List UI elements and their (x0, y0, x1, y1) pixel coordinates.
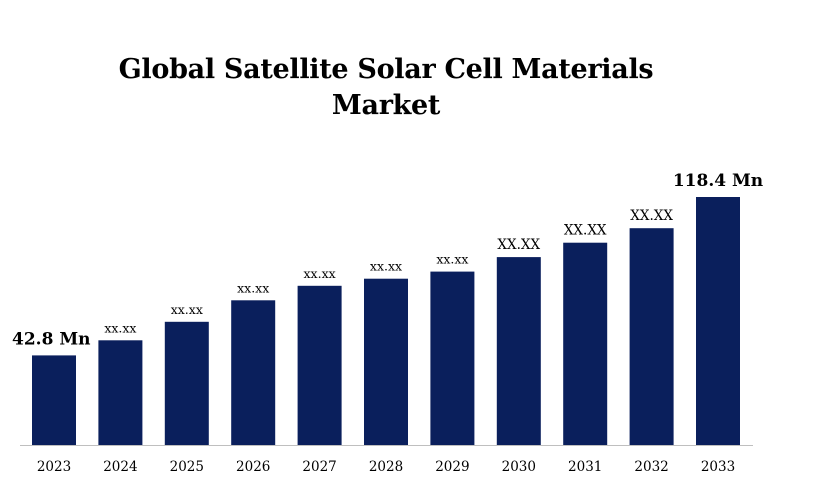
bar-2030 (496, 257, 541, 445)
data-label-2023: 42.8 Mn (12, 329, 91, 349)
bar-2031 (563, 242, 608, 445)
x-tick-label-2024: 2024 (103, 459, 137, 475)
bar-2025 (164, 321, 209, 445)
data-label-2029: xx.xx (436, 252, 468, 267)
x-tick-label-2027: 2027 (302, 459, 336, 475)
data-label-2028: xx.xx (370, 259, 402, 274)
bar-2026 (231, 300, 276, 445)
x-tick-label-2031: 2031 (568, 459, 602, 475)
x-tick-label-2023: 2023 (37, 459, 71, 475)
x-tick-label-2033: 2033 (701, 459, 735, 475)
x-tick-label-2029: 2029 (435, 459, 469, 475)
bar-2027 (297, 285, 342, 445)
data-label-2026: xx.xx (237, 280, 269, 295)
bar-2033 (696, 197, 740, 445)
bar-2023 (32, 355, 76, 445)
bar-2029 (430, 271, 475, 445)
data-label-2032: XX.XX (630, 208, 673, 224)
data-label-2025: xx.xx (171, 302, 203, 317)
data-label-2030: XX.XX (497, 237, 540, 253)
x-tick-label-2030: 2030 (502, 459, 536, 475)
bar-2032 (629, 228, 674, 445)
x-tick-label-2032: 2032 (634, 459, 668, 475)
chart-title: Global Satellite Solar Cell Materials Ma… (118, 54, 654, 121)
data-label-2033: 118.4 Mn (673, 171, 763, 191)
data-label-2027: xx.xx (304, 266, 336, 281)
bar-2028 (364, 278, 408, 445)
data-label-2024: xx.xx (104, 320, 136, 335)
x-tick-label-2025: 2025 (170, 459, 204, 475)
x-tick-label-2028: 2028 (369, 459, 403, 475)
x-tick-label-2026: 2026 (236, 459, 270, 475)
bar-2024 (98, 340, 143, 445)
data-label-2031: XX.XX (564, 223, 607, 239)
